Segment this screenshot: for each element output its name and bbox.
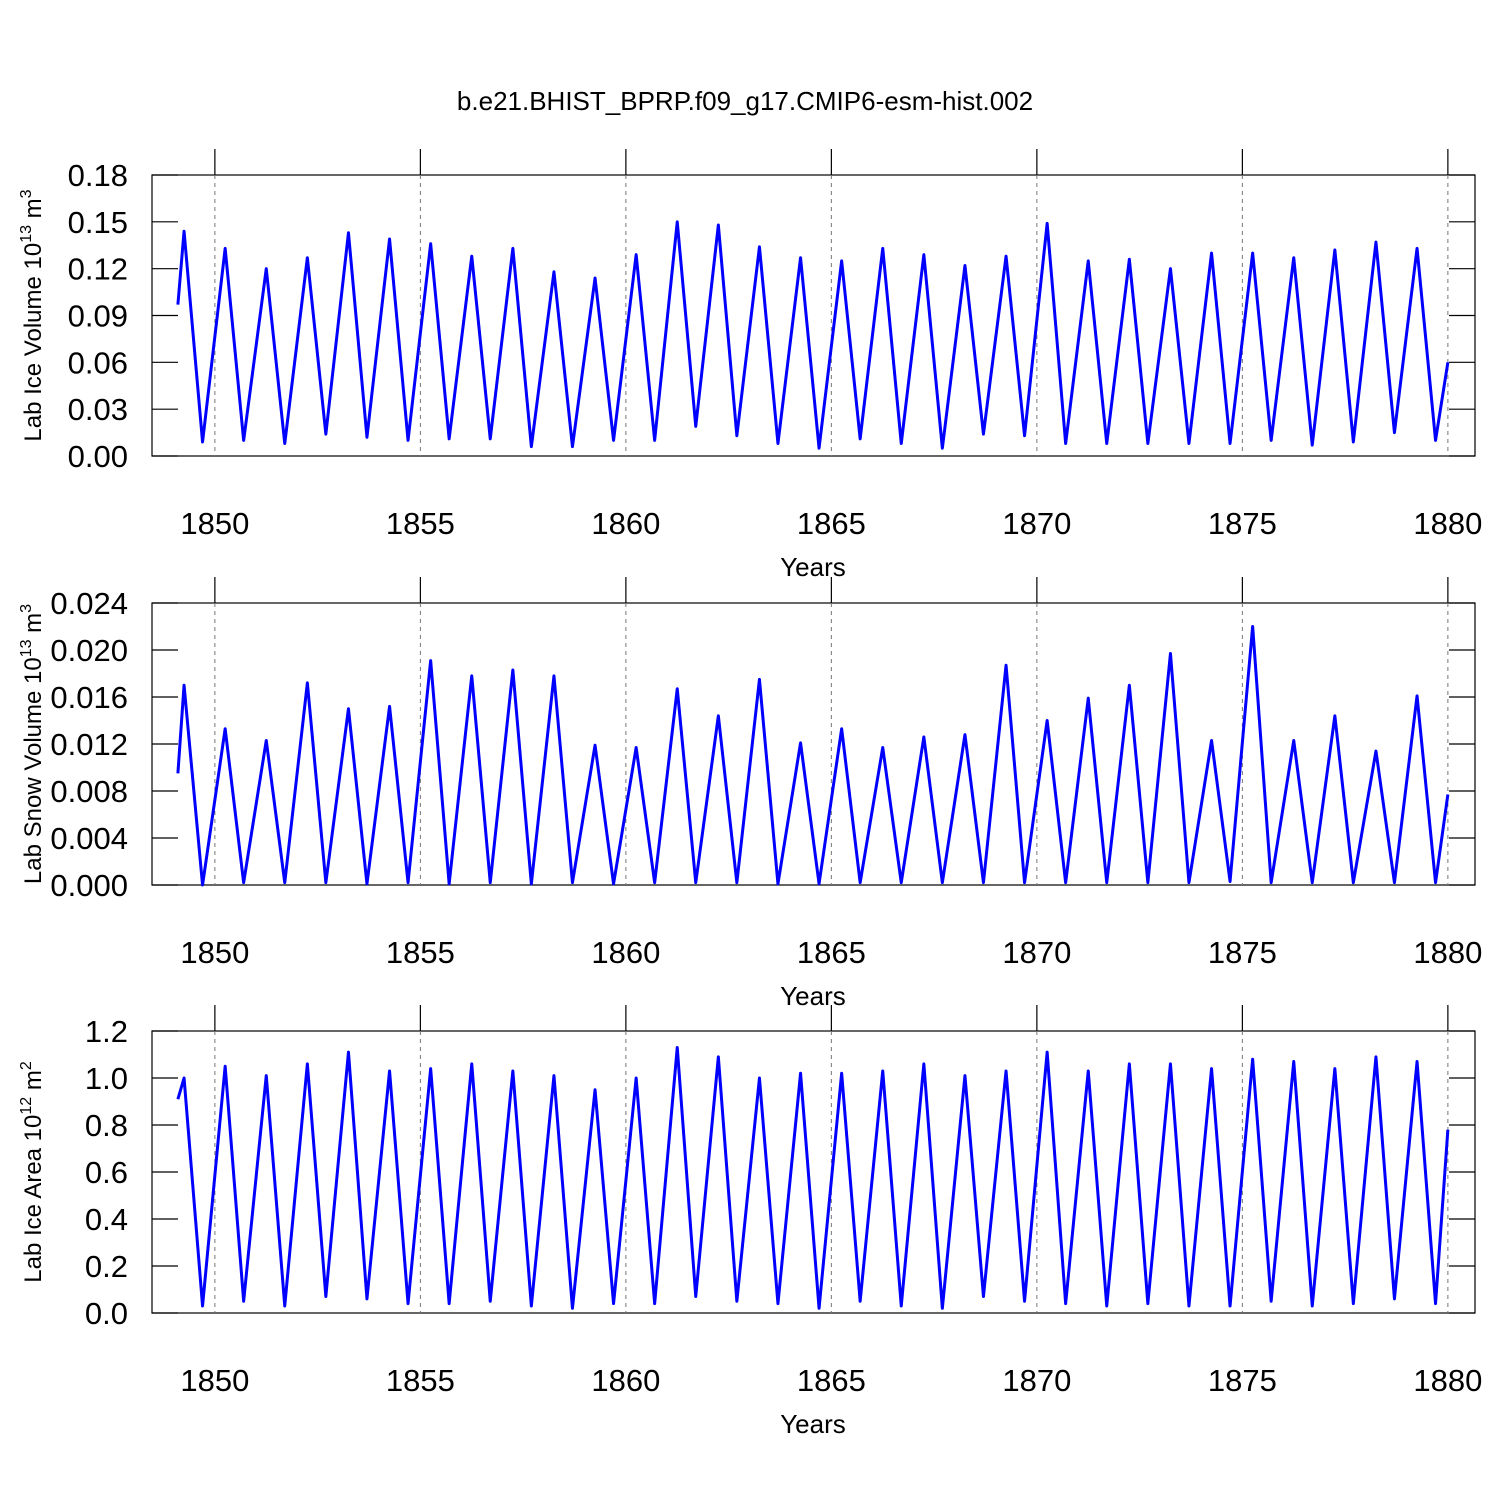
x-tick-label: 1855 (386, 1363, 455, 1398)
x-tick-label: 1860 (591, 1363, 660, 1398)
y-label-text: Lab Snow Volume 10 (20, 657, 47, 884)
y-axis-label: Lab Ice Volume 1013 m3 (18, 189, 47, 441)
x-tick-label: 1860 (591, 506, 660, 541)
y-label-unit-exponent: 3 (18, 189, 35, 198)
y-tick-label: 0.024 (50, 586, 128, 621)
x-tick-label: 1860 (591, 935, 660, 970)
y-tick-label: 0.06 (68, 345, 128, 380)
y-tick-label: 0.0 (85, 1296, 128, 1331)
panel: 1850 1855 1860 1865 1870 1875 1880 0.0 0.2 0.4 0.6… (18, 1005, 1482, 1439)
y-tick-label: 0.6 (85, 1155, 128, 1190)
y-tick-label: 0.2 (85, 1249, 128, 1284)
x-tick-label: 1870 (1002, 506, 1071, 541)
y-tick-label: 0.000 (50, 868, 128, 903)
y-label-text: Lab Ice Area 10 (20, 1115, 47, 1283)
y-tick-label: 1.0 (85, 1061, 128, 1096)
y-tick-label: 0.12 (68, 252, 128, 287)
y-axis-label: Lab Snow Volume 1013 m3 (18, 604, 47, 884)
x-tick-label: 1880 (1413, 1363, 1482, 1398)
y-tick-label: 0.012 (50, 727, 128, 762)
y-axis-label: Lab Ice Area 1012 m2 (18, 1061, 47, 1283)
y-tick-label: 0.004 (50, 821, 128, 856)
y-label-text: Lab Ice Volume 10 (20, 243, 47, 442)
x-axis-label: Years (780, 552, 846, 582)
y-label-unit-exponent: 2 (18, 1061, 35, 1070)
y-tick-label: 0.18 (68, 158, 128, 193)
x-tick-label: 1875 (1208, 935, 1277, 970)
y-label-exponent: 13 (18, 225, 35, 243)
x-tick-label: 1865 (797, 935, 866, 970)
x-tick-label: 1850 (180, 506, 249, 541)
panel: b.e21.BHIST_BPRP.f09_g17.CMIP6-esm-hist.… (18, 86, 1482, 582)
data-line (176, 625, 1450, 887)
y-tick-label: 0.09 (68, 299, 128, 334)
x-tick-label: 1870 (1002, 935, 1071, 970)
x-tick-label: 1880 (1413, 506, 1482, 541)
x-tick-label: 1855 (386, 935, 455, 970)
x-tick-label: 1855 (386, 506, 455, 541)
y-label-exponent: 12 (18, 1097, 35, 1115)
x-axis-label: Years (780, 1409, 846, 1439)
y-label-unit-exponent: 3 (18, 604, 35, 613)
x-tick-label: 1865 (797, 506, 866, 541)
data-line (176, 1045, 1450, 1310)
y-tick-label: 0.8 (85, 1108, 128, 1143)
y-tick-label: 0.4 (85, 1202, 128, 1237)
x-tick-label: 1865 (797, 1363, 866, 1398)
data-line (176, 220, 1450, 450)
x-tick-label: 1875 (1208, 506, 1277, 541)
y-tick-label: 0.020 (50, 633, 128, 668)
x-tick-label: 1875 (1208, 1363, 1277, 1398)
y-label-unit: m (20, 1070, 47, 1097)
y-tick-label: 0.016 (50, 680, 128, 715)
panel: 1850 1855 1860 1865 1870 1875 1880 0.000 0.004 0.… (18, 577, 1482, 1011)
y-tick-label: 0.008 (50, 774, 128, 809)
x-tick-label: 1850 (180, 1363, 249, 1398)
x-axis-label: Years (780, 981, 846, 1011)
y-tick-label: 0.15 (68, 205, 128, 240)
x-tick-label: 1870 (1002, 1363, 1071, 1398)
plot-frame (151, 174, 1476, 457)
x-tick-label: 1850 (180, 935, 249, 970)
y-tick-label: 1.2 (85, 1014, 128, 1049)
y-label-unit: m (20, 198, 47, 225)
y-tick-label: 0.00 (68, 439, 128, 474)
y-label-exponent: 13 (18, 639, 35, 657)
y-tick-label: 0.03 (68, 392, 128, 427)
y-label-unit: m (20, 613, 47, 640)
x-tick-label: 1880 (1413, 935, 1482, 970)
chart-title: b.e21.BHIST_BPRP.f09_g17.CMIP6-esm-hist.… (457, 86, 1033, 116)
